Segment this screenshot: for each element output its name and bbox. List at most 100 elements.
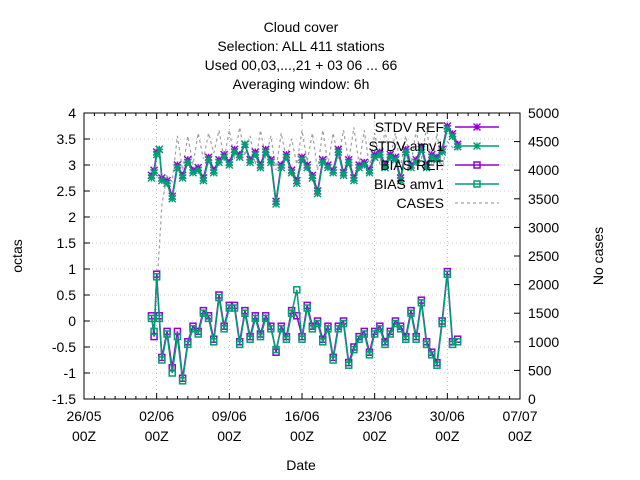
data-point — [155, 314, 164, 323]
legend-label: CASES — [397, 195, 444, 211]
data-point — [256, 332, 265, 341]
data-point — [401, 148, 410, 156]
title-line-2: Selection: ALL 411 stations — [217, 38, 384, 54]
data-point — [453, 142, 462, 151]
data-point — [266, 158, 275, 167]
data-point — [381, 163, 390, 172]
y-tick-label: 3 — [68, 157, 76, 173]
legend-item: STDV REF — [375, 119, 499, 135]
data-point — [350, 345, 358, 354]
data-point — [375, 150, 384, 159]
data-point — [432, 155, 441, 164]
data-point — [173, 332, 182, 341]
y-tick-label: -0.5 — [52, 339, 76, 355]
data-point — [277, 325, 285, 333]
series-bias-amv1 — [147, 270, 462, 385]
data-point — [438, 148, 447, 156]
legend-item: BIAS amv1 — [374, 176, 499, 192]
data-point — [189, 325, 197, 333]
data-point — [313, 189, 322, 198]
data-point — [235, 340, 244, 349]
x-tick-label-date: 30/06 — [430, 408, 465, 424]
axes: -1.5 -1 -0.5 0 0.5 1 1.5 2 2.5 3 3.5 4 0 500 1000 1500 2… — [52, 105, 559, 444]
data-point — [251, 314, 260, 323]
data-point — [344, 361, 353, 369]
data-point — [428, 351, 436, 359]
legend-marker — [473, 123, 481, 131]
legend-item: STDV amv1 — [369, 138, 499, 154]
x-tick-label-hour: 00Z — [145, 428, 170, 444]
y-tick-label: 1 — [68, 261, 76, 277]
data-point — [230, 148, 239, 156]
data-point — [412, 158, 421, 167]
data-point — [158, 356, 166, 364]
chart-title: Cloud cover Selection: ALL 411 stations … — [205, 19, 398, 92]
data-point — [163, 330, 171, 338]
data-point — [298, 335, 306, 343]
data-point — [344, 158, 353, 167]
data-point — [251, 150, 260, 159]
y2-tick-label: 0 — [528, 391, 536, 407]
legend-label: STDV REF — [375, 119, 444, 135]
data-point — [220, 153, 229, 162]
data-point — [407, 309, 415, 317]
data-point — [246, 158, 255, 167]
plot-frame — [83, 112, 521, 400]
data-point — [150, 332, 158, 341]
data-point — [355, 335, 363, 343]
y-tick-label: -1.5 — [52, 391, 76, 407]
y2-tick-label: 4500 — [528, 134, 559, 150]
legend-item: CASES — [397, 195, 499, 211]
y2-tick-label: 3500 — [528, 191, 559, 207]
x-tick-label-date: 23/06 — [357, 408, 392, 424]
data-point — [303, 163, 312, 172]
legend-marker — [473, 161, 481, 169]
data-point — [194, 330, 202, 338]
y2-tick-label: 1000 — [528, 334, 559, 350]
data-point — [402, 335, 410, 343]
x-tick-label-hour: 00Z — [435, 428, 460, 444]
data-point — [417, 299, 426, 307]
title-line-4: Averaging window: 6h — [233, 76, 370, 92]
data-point — [318, 158, 327, 167]
data-point — [360, 330, 369, 338]
data-point — [209, 168, 218, 177]
data-point — [163, 179, 172, 188]
data-point — [422, 340, 431, 349]
y2-tick-label: 2000 — [528, 277, 559, 293]
data-point — [256, 163, 265, 172]
data-point — [308, 325, 317, 333]
series-stdv-amv1 — [147, 124, 462, 208]
y-tick-label: 3.5 — [57, 131, 77, 147]
data-point — [360, 161, 369, 169]
legend-item: BIAS REF — [380, 157, 499, 173]
y-tick-label: -1 — [64, 365, 77, 381]
data-point — [199, 309, 208, 317]
data-point — [298, 155, 306, 164]
data-point — [173, 163, 182, 172]
data-point — [427, 153, 436, 162]
data-point — [334, 148, 343, 156]
data-point — [287, 168, 296, 177]
data-point — [391, 155, 400, 164]
data-point — [282, 153, 291, 162]
data-point — [282, 335, 291, 343]
legend-label: STDV amv1 — [369, 138, 445, 154]
x-tick-label-hour: 00Z — [363, 428, 388, 444]
data-point — [303, 304, 311, 312]
data-point — [349, 176, 358, 185]
cases-line — [156, 127, 458, 291]
data-point — [339, 171, 348, 180]
y2-tick-label: 4000 — [528, 162, 559, 178]
data-point — [272, 200, 281, 208]
data-point — [150, 327, 158, 336]
data-point — [261, 314, 270, 323]
data-point — [319, 338, 327, 346]
data-point — [365, 351, 374, 359]
data-point — [292, 179, 301, 188]
data-point — [433, 361, 441, 369]
y-tick-label: 2.5 — [57, 183, 77, 199]
data-point — [147, 314, 156, 323]
data-point — [183, 158, 192, 167]
data-point — [308, 174, 317, 182]
